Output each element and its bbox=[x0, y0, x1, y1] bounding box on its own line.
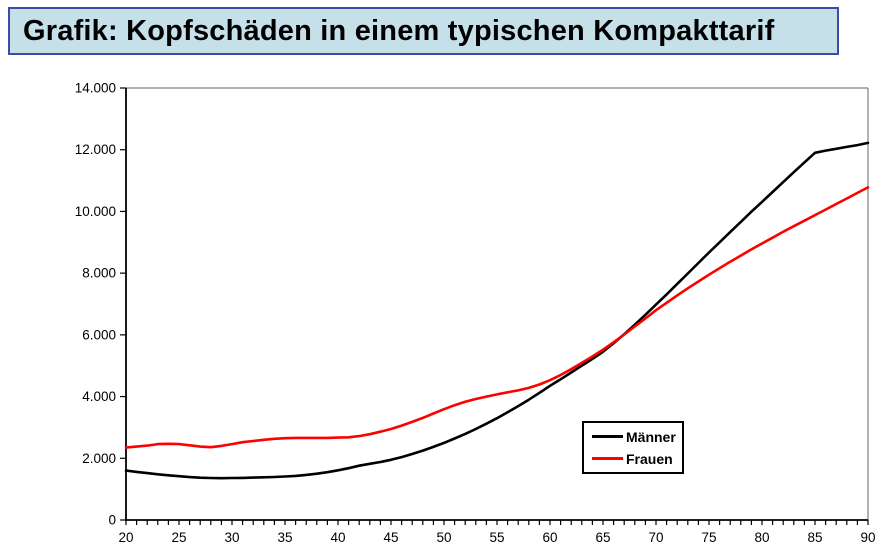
x-tick-label: 60 bbox=[542, 530, 557, 545]
y-tick-label: 12.000 bbox=[75, 142, 116, 157]
series-line-m-nner bbox=[124, 141, 870, 480]
x-tick-label: 25 bbox=[171, 530, 186, 545]
maenner-line-swatch bbox=[592, 435, 623, 438]
y-tick-label: 2.000 bbox=[82, 451, 116, 466]
x-tick-label: 80 bbox=[754, 530, 769, 545]
x-tick-label: 50 bbox=[436, 530, 451, 545]
x-tick-label: 35 bbox=[277, 530, 292, 545]
frauen-line-swatch bbox=[592, 457, 623, 460]
y-tick-label: 6.000 bbox=[82, 327, 116, 342]
x-tick-label: 90 bbox=[860, 530, 875, 545]
x-tick-label: 75 bbox=[701, 530, 716, 545]
legend-label-maenner: Männer bbox=[626, 428, 676, 445]
x-tick-label: 20 bbox=[118, 530, 133, 545]
x-tick-label: 45 bbox=[383, 530, 398, 545]
series-line-frauen bbox=[124, 186, 870, 449]
chart-title-banner: Grafik: Kopfschäden in einem typischen K… bbox=[8, 7, 839, 55]
x-tick-label: 40 bbox=[330, 530, 345, 545]
x-tick-label: 70 bbox=[648, 530, 663, 545]
x-tick-label: 85 bbox=[807, 530, 822, 545]
y-tick-label: 8.000 bbox=[82, 266, 116, 281]
legend-label-frauen: Frauen bbox=[626, 450, 673, 467]
x-tick-label: 55 bbox=[489, 530, 504, 545]
y-tick-label: 14.000 bbox=[75, 81, 116, 96]
chart-legend: Männer Frauen bbox=[582, 421, 684, 474]
x-tick-label: 30 bbox=[224, 530, 239, 545]
legend-item-frauen: Frauen bbox=[592, 452, 682, 466]
x-tick-label: 65 bbox=[595, 530, 610, 545]
y-tick-label: 4.000 bbox=[82, 389, 116, 404]
legend-item-maenner: Männer bbox=[592, 430, 682, 444]
page-title: Grafik: Kopfschäden in einem typischen K… bbox=[23, 14, 775, 47]
y-tick-label: 10.000 bbox=[75, 204, 116, 219]
y-tick-label: 0 bbox=[108, 513, 116, 528]
